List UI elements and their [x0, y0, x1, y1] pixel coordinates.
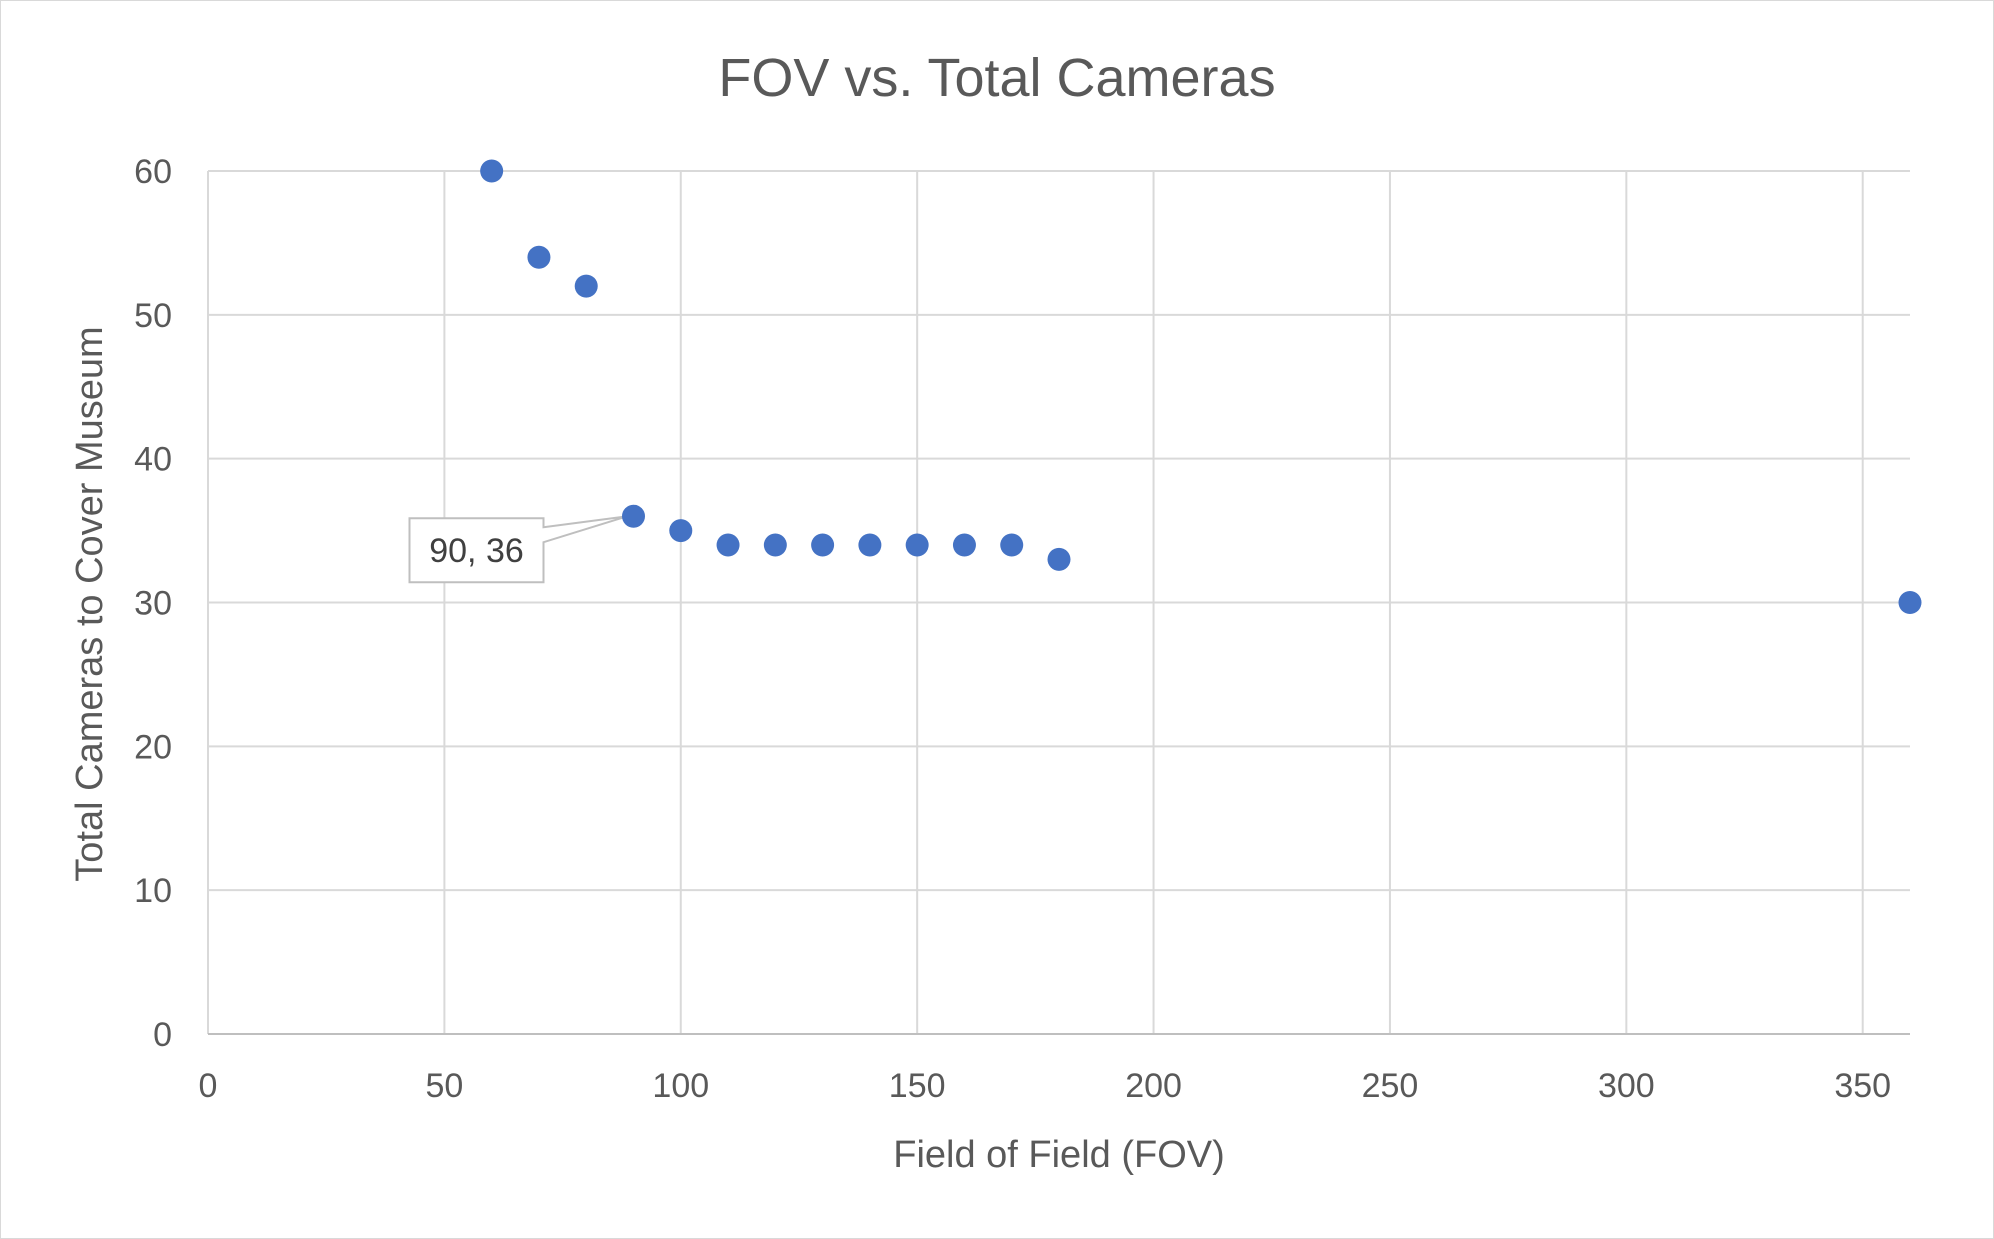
y-tick-label: 50: [134, 297, 172, 335]
y-axis-title: Total Cameras to Cover Museum: [69, 326, 111, 881]
y-tick-label: 10: [134, 872, 172, 910]
data-point: [480, 159, 504, 183]
data-callouts: 90, 36: [408, 515, 628, 584]
callout: 90, 36: [408, 515, 628, 584]
data-point: [811, 533, 835, 557]
callout-label: 90, 36: [429, 532, 524, 570]
tick-labels: 0 10 20 30 40 50 60 0 50 100 150 200 250 300 350: [134, 153, 1891, 1105]
data-point: [763, 533, 787, 557]
data-point: [1898, 591, 1922, 614]
data-point: [905, 533, 929, 557]
data-point: [716, 533, 740, 557]
y-tick-label: 20: [134, 728, 172, 766]
gridlines: [208, 170, 1910, 1034]
x-tick-label: 250: [1362, 1067, 1419, 1105]
data-point: [527, 245, 551, 269]
x-tick-label: 150: [889, 1067, 946, 1105]
y-tick-label: 30: [134, 585, 172, 623]
y-tick-label: 0: [153, 1016, 172, 1054]
chart-title: FOV vs. Total Cameras: [718, 48, 1275, 108]
y-tick-label: 60: [134, 153, 172, 191]
x-tick-label: 300: [1598, 1067, 1655, 1105]
data-point: [1000, 533, 1024, 557]
data-point: [574, 274, 598, 298]
x-tick-label: 100: [652, 1067, 709, 1105]
y-tick-label: 40: [134, 441, 172, 479]
x-tick-label: 200: [1125, 1067, 1182, 1105]
data-point: [669, 519, 693, 543]
data-point: [1047, 547, 1071, 571]
data-point: [952, 533, 976, 557]
x-tick-label: 0: [199, 1067, 218, 1105]
x-tick-label: 350: [1834, 1067, 1891, 1105]
x-axis-title: Field of Field (FOV): [893, 1134, 1225, 1176]
data-points: [480, 159, 1922, 614]
data-point: [858, 533, 882, 557]
data-point: [622, 504, 645, 528]
axes: [207, 171, 1910, 1035]
x-tick-label: 50: [425, 1067, 463, 1105]
callout-box: [408, 515, 628, 584]
